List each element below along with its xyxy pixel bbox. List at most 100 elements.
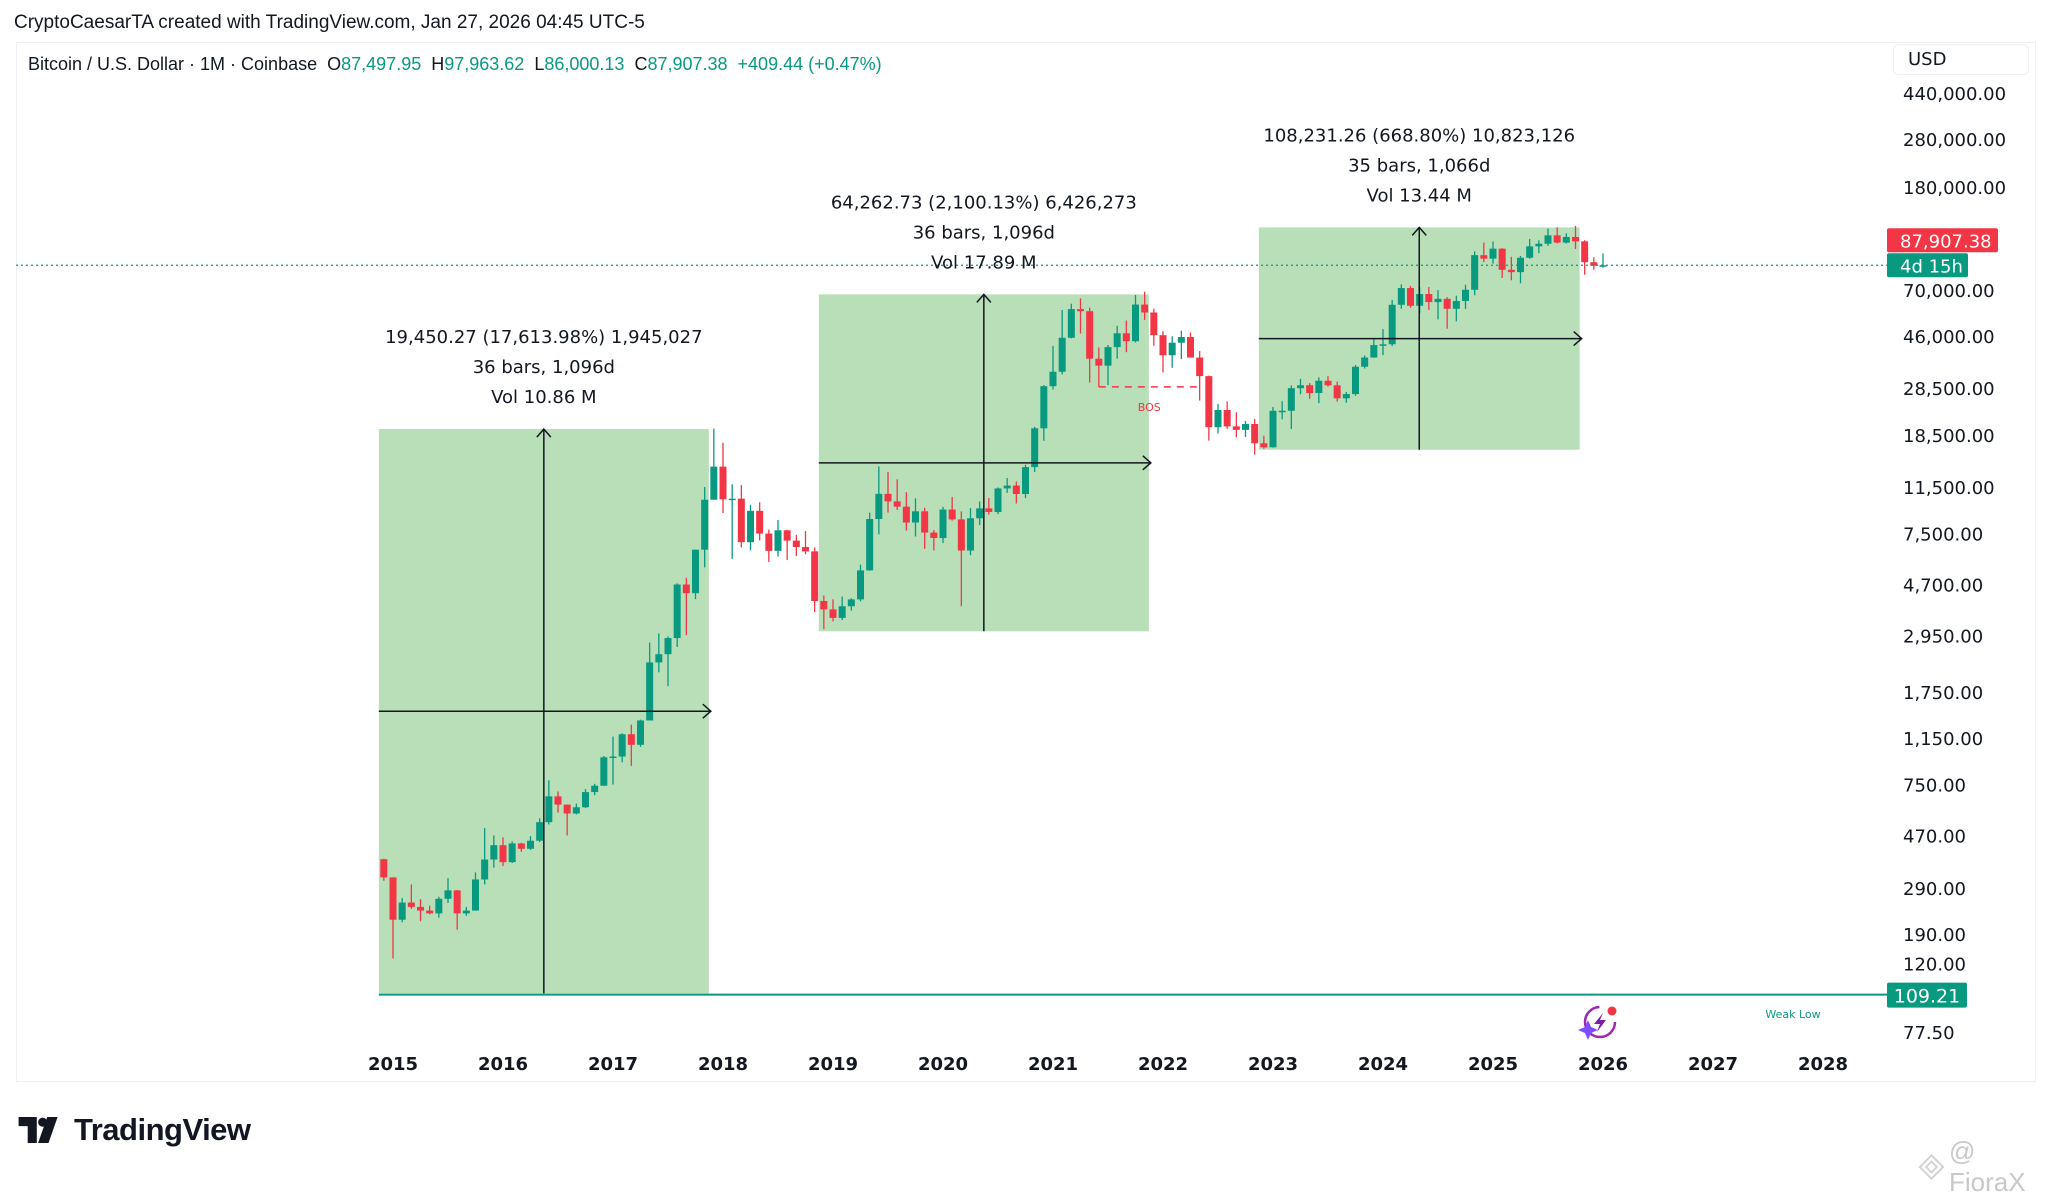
candle — [1177, 330, 1185, 360]
candle — [792, 534, 800, 557]
candle-body — [1251, 423, 1259, 444]
currency-button[interactable]: USD — [1893, 44, 2029, 75]
y-tick-label: 1,150.00 — [1903, 729, 1983, 750]
candle — [1049, 345, 1057, 390]
x-tick-label: 2016 — [478, 1054, 528, 1075]
symbol-name: Bitcoin / U.S. Dollar · 1M · Coinbase — [28, 54, 318, 74]
candle-body — [1590, 262, 1598, 266]
candle-body — [976, 508, 984, 519]
arrow-head-up-icon — [536, 427, 552, 438]
candle-body — [1489, 248, 1497, 259]
x-tick-label: 2024 — [1358, 1054, 1408, 1075]
candle-body — [756, 510, 764, 534]
candle-body — [609, 756, 617, 759]
candle-body — [1196, 357, 1204, 377]
candle-body — [1370, 345, 1378, 358]
candle — [1058, 309, 1066, 375]
candle — [1122, 320, 1130, 353]
candle-body — [728, 498, 736, 501]
candle-body — [1260, 443, 1268, 448]
candle — [1452, 295, 1460, 322]
candle-body — [866, 519, 874, 571]
candle — [591, 783, 599, 796]
candle — [948, 496, 956, 521]
candle-body — [637, 720, 644, 745]
candle — [1498, 248, 1506, 278]
candle — [1067, 303, 1075, 339]
candle — [930, 529, 938, 551]
candle — [866, 512, 874, 571]
candle-body — [508, 843, 516, 863]
candle — [1480, 242, 1488, 263]
candle-body — [912, 511, 919, 523]
candle-body — [1003, 485, 1011, 489]
candle-body — [389, 877, 397, 920]
candle — [1306, 383, 1314, 399]
candle — [426, 905, 434, 915]
candle-body — [582, 792, 589, 808]
candle — [389, 877, 397, 959]
candle — [1434, 290, 1442, 320]
candle — [508, 841, 516, 864]
candle — [857, 564, 864, 602]
candle — [756, 502, 764, 541]
range-stat-label: 36 bars, 1,096d — [913, 222, 1055, 243]
watermark-text: @ FioraX — [1948, 1136, 2026, 1197]
price-chart[interactable]: 440,000.00 280,000.00 180,000.00 70,000.00 4… — [0, 0, 2048, 1172]
candle-body — [600, 757, 608, 786]
candle — [1278, 401, 1286, 420]
candle-body — [527, 840, 534, 849]
candle-body — [765, 533, 773, 551]
candle-body — [701, 499, 709, 550]
close-value: 87,907.38 — [647, 54, 728, 74]
candle-body — [1562, 236, 1570, 243]
candle-body — [472, 879, 479, 911]
candle-body — [1297, 385, 1304, 389]
candle — [1553, 227, 1561, 244]
logo-text: TradingView — [74, 1112, 251, 1147]
candle-body — [453, 890, 461, 914]
candle — [1141, 291, 1149, 320]
candle — [618, 733, 626, 763]
candle-body — [1572, 236, 1579, 242]
close-label: C — [634, 54, 648, 74]
candle-body — [1104, 347, 1112, 366]
candle-body — [536, 822, 544, 841]
candle-body — [1315, 380, 1323, 394]
candle — [1370, 338, 1378, 358]
candle-body — [1425, 294, 1433, 303]
candle-body — [655, 654, 663, 663]
candle — [1462, 284, 1469, 309]
candle — [1572, 225, 1579, 250]
candle-body — [435, 898, 443, 914]
change-value: +409.44 (+0.47%) — [737, 54, 882, 74]
y-tick-label: 280,000.00 — [1903, 130, 2006, 151]
candle — [783, 529, 791, 561]
candle — [1287, 385, 1295, 430]
candle — [499, 837, 507, 867]
icon-bolt — [1594, 1013, 1606, 1032]
candle-body — [1141, 304, 1149, 313]
candle — [1150, 308, 1158, 346]
candle — [692, 549, 699, 600]
x-tick-label: 2028 — [1798, 1054, 1848, 1075]
candle — [1425, 287, 1433, 310]
symbol-legend: Bitcoin / U.S. Dollar · 1M · Coinbase O8… — [28, 54, 882, 75]
candle-body — [380, 859, 388, 878]
candle — [1297, 378, 1304, 395]
candle — [554, 791, 562, 813]
candle-body — [1544, 235, 1552, 244]
candle — [417, 899, 424, 922]
candle — [921, 507, 929, 549]
candle-body — [1168, 342, 1176, 356]
x-tick-label: 2023 — [1248, 1054, 1298, 1075]
candle — [976, 501, 984, 526]
candle — [1324, 376, 1332, 387]
arrow-head-up-icon — [976, 293, 992, 303]
candle — [637, 719, 644, 747]
arrow-head-right-icon — [702, 703, 712, 719]
candle — [1471, 251, 1479, 296]
tradingview-logo[interactable]: TradingView — [18, 1112, 251, 1148]
candle — [829, 599, 837, 622]
range-stat-label: 36 bars, 1,096d — [473, 357, 615, 378]
